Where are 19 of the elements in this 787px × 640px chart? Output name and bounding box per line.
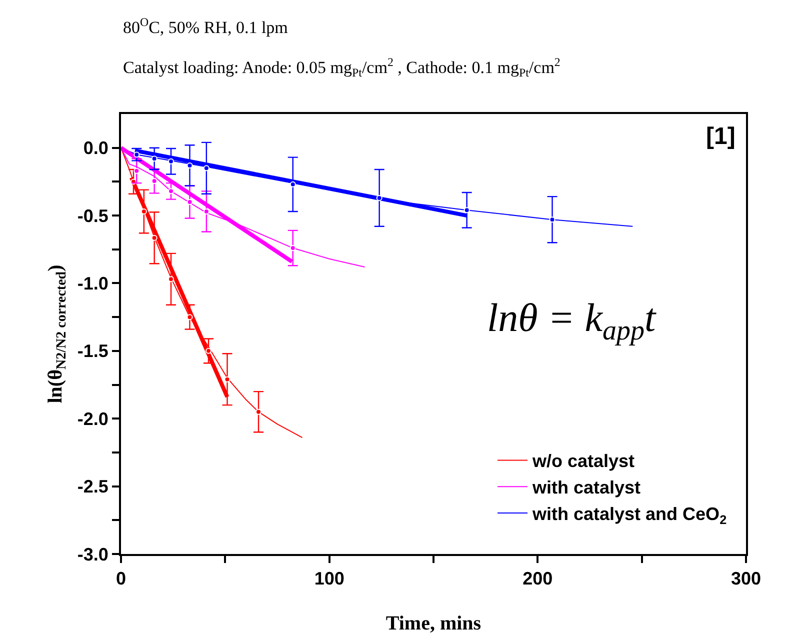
y-tick-label: -3.0 [77, 544, 108, 564]
x-tick-label: 200 [522, 568, 553, 589]
chart-title: 80$^{O}$C, 50% RH, 0.1 lpm [123, 15, 288, 38]
x-tick-label: 300 [730, 568, 762, 589]
x-axis-title: Time, mins [386, 612, 482, 635]
annotation: [1] [706, 123, 736, 150]
x-tick-label: 100 [314, 568, 344, 589]
legend-label: with catalyst [532, 478, 641, 498]
y-tick-label: 0.0 [83, 138, 108, 158]
y-tick-label: -2.0 [77, 408, 108, 429]
annotation: lnθ = k$_{app}$t [487, 295, 657, 346]
chart-subtitle: Catalyst loading: Anode: 0.05 mg$_{Pt}$/cm$^{2}$ , Cathode: 0.1 mg$_{Pt}$/cm$^{2}$ [123, 55, 560, 80]
y-tick-label: -2.5 [77, 476, 108, 497]
y-tick-label: -1.5 [77, 341, 108, 362]
y-tick-label: -1.0 [77, 274, 108, 294]
y-tick-label: -0.5 [77, 206, 108, 226]
legend-label: w/o catalyst [532, 451, 635, 472]
legend-label: with catalyst and CeO$_{2}$ [532, 504, 727, 527]
x-tick-label: 0 [116, 568, 126, 589]
